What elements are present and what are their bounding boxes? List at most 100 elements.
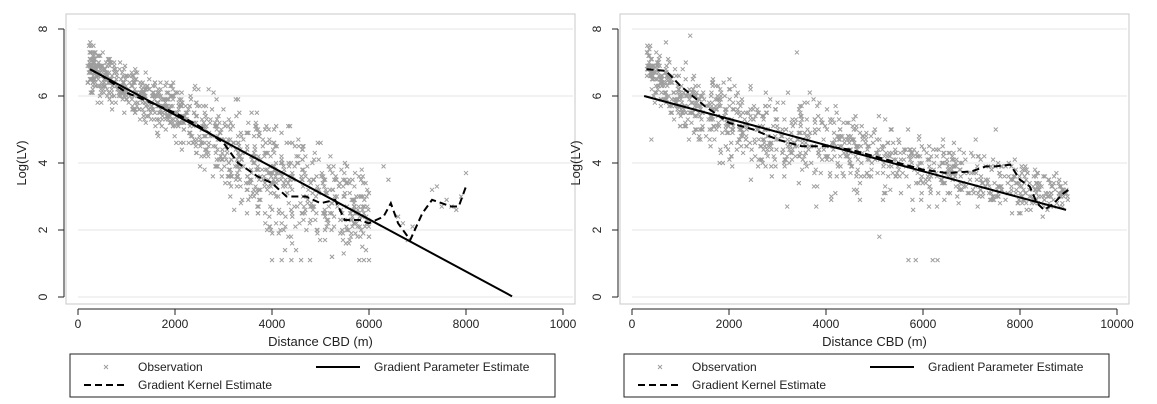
observation-point xyxy=(322,227,328,233)
observation-point xyxy=(897,150,903,156)
observation-point xyxy=(321,184,327,189)
observation-point xyxy=(726,123,732,129)
observation-point xyxy=(853,113,858,119)
observation-point xyxy=(837,137,843,142)
observation-point xyxy=(275,194,281,199)
observation-point xyxy=(882,153,887,159)
observation-point xyxy=(893,150,899,156)
observation-point xyxy=(701,96,707,102)
observation-point xyxy=(109,100,115,106)
observation-point xyxy=(676,86,682,92)
observation-point xyxy=(308,217,314,223)
observation-point xyxy=(202,147,208,152)
observation-point xyxy=(267,204,273,209)
observation-point xyxy=(714,96,720,102)
observation-point xyxy=(954,157,959,163)
observation-point xyxy=(841,174,847,179)
observation-point xyxy=(678,113,684,119)
observation-point xyxy=(230,140,236,146)
observation-point xyxy=(315,140,321,146)
observation-point xyxy=(287,123,293,129)
observation-point xyxy=(340,184,346,189)
observation-point xyxy=(267,140,273,146)
observation-point xyxy=(682,120,688,126)
observation-point xyxy=(681,90,687,96)
observation-point xyxy=(718,90,724,96)
observation-point xyxy=(858,174,864,179)
observation-point xyxy=(796,180,802,186)
observation-point xyxy=(784,153,790,159)
observation-point xyxy=(156,90,162,96)
observation-point xyxy=(204,147,210,152)
observation-point xyxy=(1032,187,1038,193)
observation-point xyxy=(143,86,148,92)
observation-point xyxy=(690,86,696,92)
observation-point xyxy=(344,227,350,233)
observation-point xyxy=(653,50,659,55)
observation-point xyxy=(201,133,207,139)
observation-point xyxy=(181,140,186,146)
observation-point xyxy=(967,177,973,183)
observation-point xyxy=(958,167,963,173)
observation-point xyxy=(180,100,185,106)
observation-point xyxy=(95,100,100,106)
observation-point xyxy=(739,100,745,106)
observation-point xyxy=(187,103,193,109)
observation-point xyxy=(940,160,946,166)
observation-point xyxy=(248,180,253,186)
observation-point xyxy=(132,86,138,92)
x-axis-label: Distance CBD (m) xyxy=(268,334,373,349)
observation-point xyxy=(754,107,760,112)
observation-point xyxy=(919,190,925,196)
observation-point xyxy=(92,56,98,62)
observation-point xyxy=(648,73,654,79)
observation-point xyxy=(287,184,293,189)
observation-point xyxy=(835,160,840,166)
observation-point xyxy=(896,137,901,142)
observation-point xyxy=(665,56,671,62)
observation-point xyxy=(361,210,367,216)
observation-point xyxy=(858,143,864,149)
observation-point xyxy=(976,194,982,199)
observation-point xyxy=(909,160,915,166)
observation-point xyxy=(255,127,261,132)
observation-point xyxy=(758,143,764,149)
observation-point xyxy=(893,157,899,163)
observation-point xyxy=(934,153,940,159)
observation-point xyxy=(669,110,675,116)
observation-point xyxy=(319,170,325,176)
observation-point xyxy=(848,163,854,169)
observation-point xyxy=(764,133,770,139)
observation-point xyxy=(444,197,449,203)
observation-point xyxy=(766,103,772,109)
observation-point xyxy=(834,174,840,179)
observation-point xyxy=(279,210,285,216)
observation-point xyxy=(301,143,306,149)
observation-point xyxy=(785,137,790,142)
observation-point xyxy=(915,170,921,176)
observation-point xyxy=(796,130,802,136)
observation-point xyxy=(910,207,916,213)
observation-point xyxy=(252,160,257,166)
observation-point xyxy=(896,140,902,146)
observation-point xyxy=(881,143,887,149)
observation-point xyxy=(881,190,887,196)
observation-point xyxy=(783,127,789,132)
observation-point xyxy=(923,177,929,183)
observation-point xyxy=(133,70,138,75)
observation-point xyxy=(329,254,335,260)
observation-point xyxy=(870,140,876,146)
observation-point xyxy=(763,103,768,109)
observation-point xyxy=(836,137,842,142)
observation-point xyxy=(973,170,979,176)
observation-point xyxy=(730,107,736,112)
observation-point xyxy=(281,227,287,233)
observation-point xyxy=(227,167,233,173)
observation-point xyxy=(255,167,261,173)
observation-point xyxy=(768,163,774,169)
observation-point xyxy=(334,194,340,199)
observation-point xyxy=(694,100,700,106)
observation-point xyxy=(262,210,268,216)
observation-point xyxy=(749,147,754,152)
observation-point xyxy=(163,103,169,109)
